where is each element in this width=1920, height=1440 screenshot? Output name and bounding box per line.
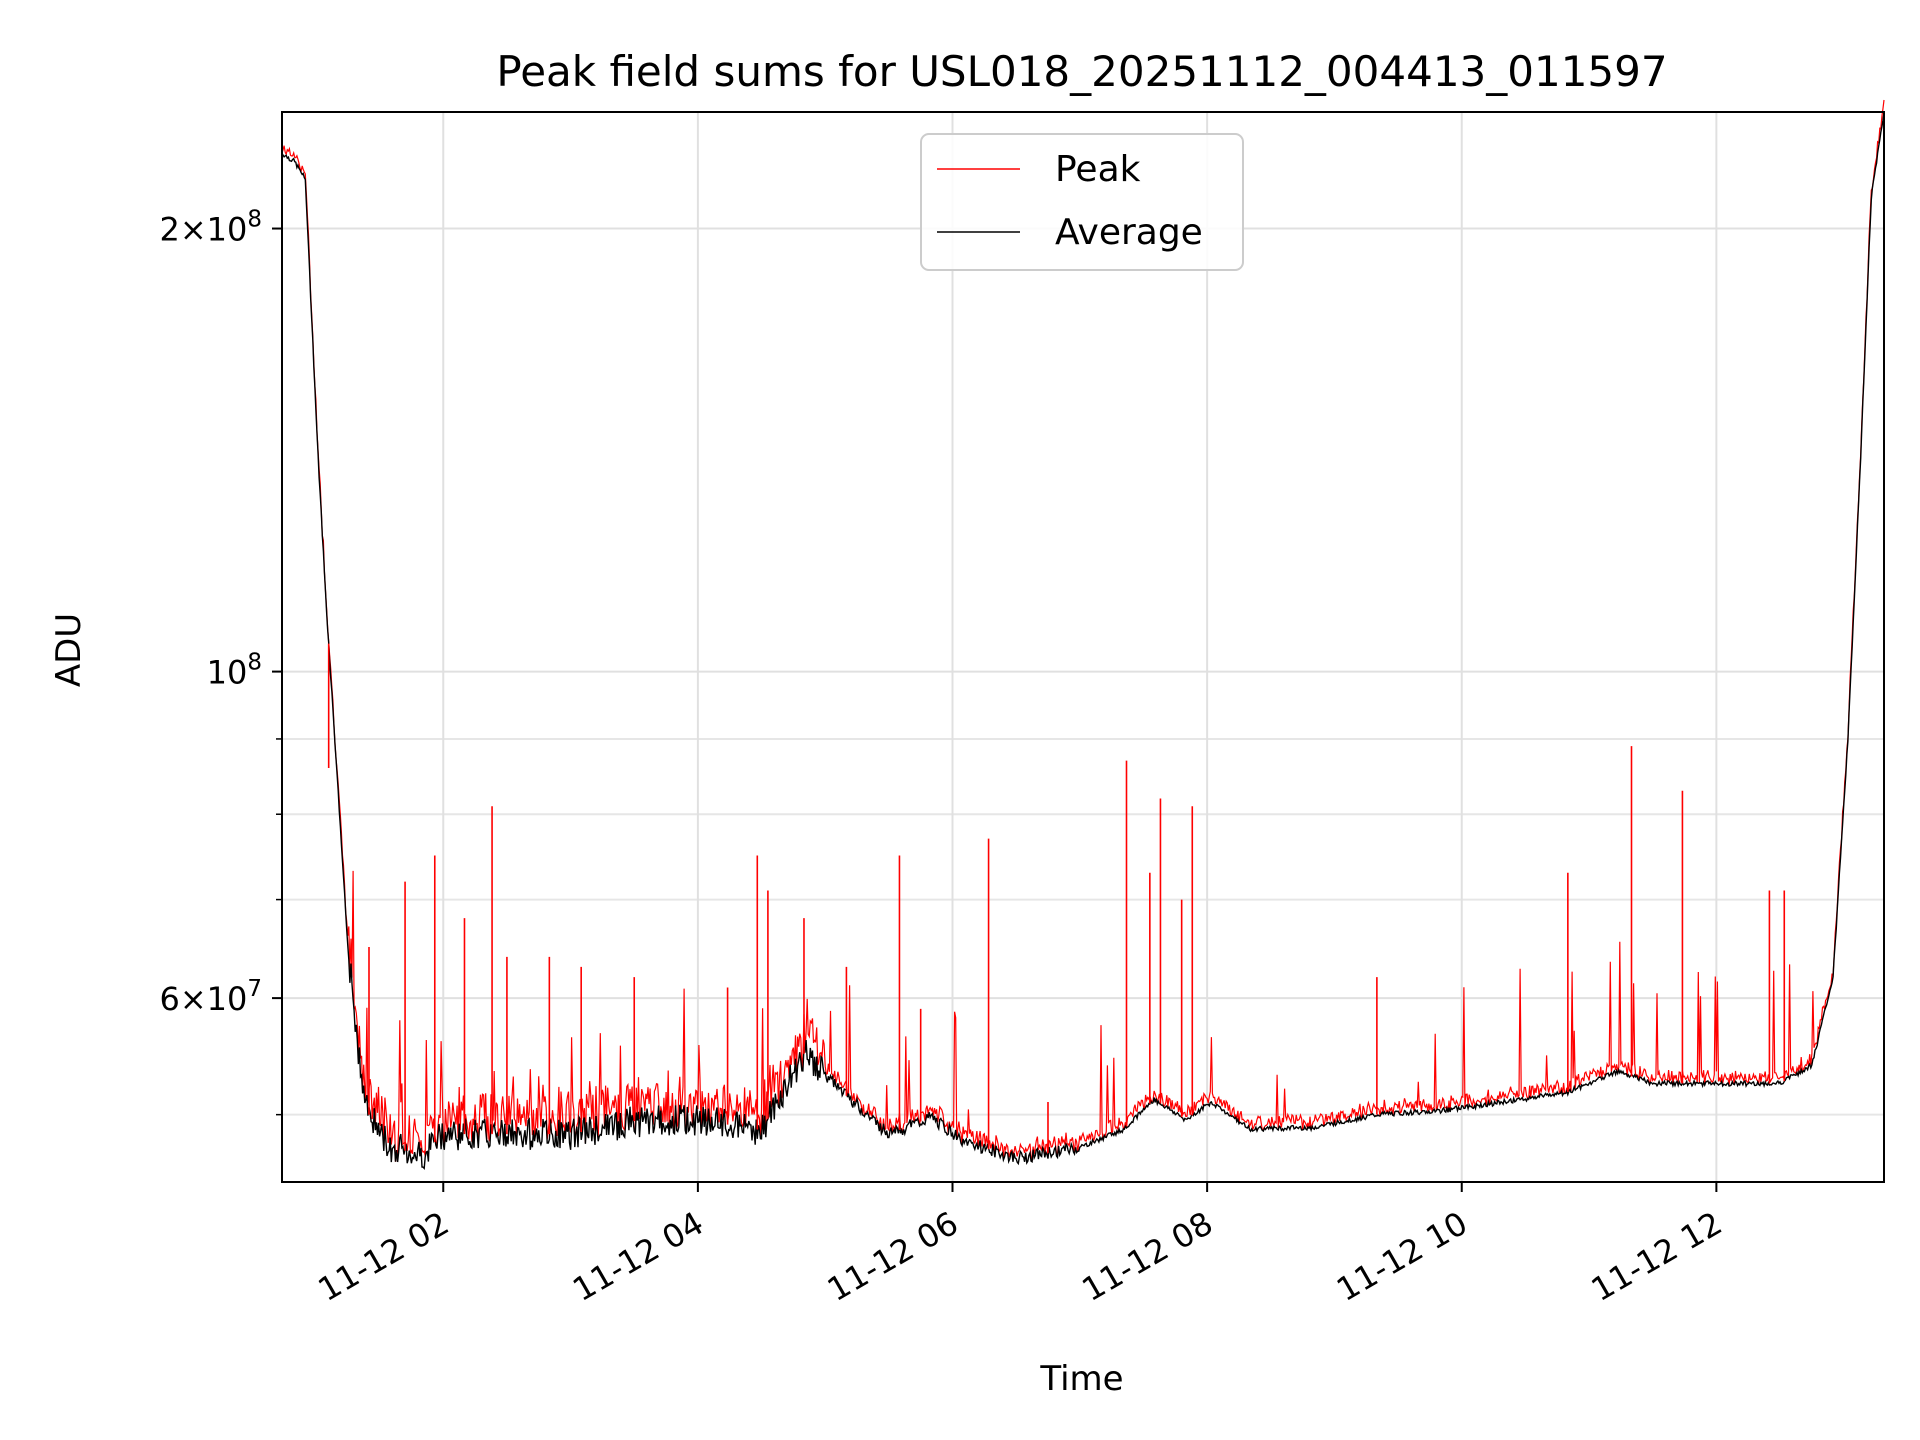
y-tick-exponent: 8 (247, 650, 262, 676)
y-tick-label: 2×108 (159, 207, 262, 249)
y-tick-exponent: 8 (247, 207, 262, 233)
y-tick-label: 108 (207, 650, 262, 692)
legend-box (920, 133, 1244, 271)
chart-title: Peak field sums for USL018_20251112_0044… (496, 47, 1667, 96)
y-axis-label: ADU (49, 613, 89, 687)
x-axis-label: Time (1039, 1359, 1123, 1399)
y-tick-base: 10 (207, 654, 248, 692)
legend-label-average: Average (1055, 212, 1203, 253)
series-line-average (281, 111, 1885, 1171)
grid (282, 112, 1884, 1182)
y-tick-base: 6×10 (159, 980, 247, 1018)
legend: Peak Average (920, 133, 1244, 271)
plot-frame (281, 111, 1885, 1183)
y-tick-exponent: 7 (247, 976, 262, 1002)
legend-label-peak: Peak (1055, 149, 1141, 190)
y-tick-base: 2×10 (159, 211, 247, 249)
y-tick-label: 6×107 (159, 976, 262, 1018)
series-layer (281, 99, 1885, 1171)
